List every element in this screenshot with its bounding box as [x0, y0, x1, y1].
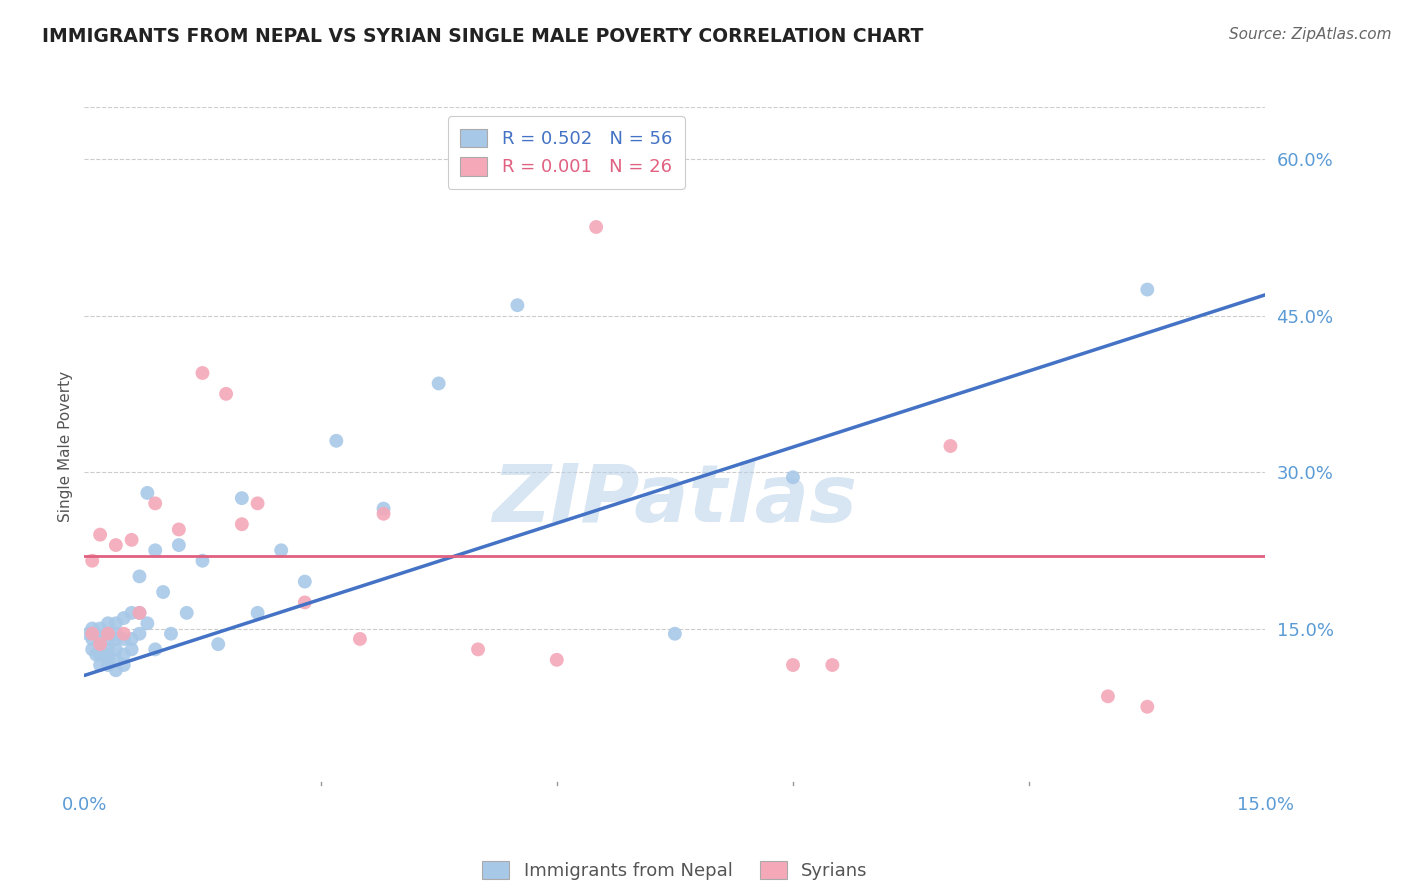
Point	[167, 523, 190, 537]
Point	[82, 642, 104, 657]
Point	[246, 606, 269, 620]
Legend: Immigrants from Nepal, Syrians: Immigrants from Nepal, Syrians	[470, 848, 880, 892]
Text: Source: ZipAtlas.com: Source: ZipAtlas.com	[1229, 27, 1392, 42]
Point	[939, 439, 962, 453]
Point	[82, 554, 104, 568]
Point	[89, 637, 111, 651]
Point	[97, 653, 120, 667]
Text: ZIPatlas: ZIPatlas	[492, 461, 858, 540]
Point	[89, 632, 111, 646]
Point	[97, 626, 120, 640]
Point	[89, 658, 111, 673]
Point	[128, 569, 150, 583]
Point	[121, 533, 143, 547]
Point	[167, 538, 190, 552]
Point	[82, 622, 104, 636]
Point	[104, 538, 127, 552]
Point	[82, 626, 104, 640]
Point	[128, 606, 150, 620]
Point	[89, 637, 111, 651]
Point	[191, 554, 214, 568]
Point	[89, 622, 111, 636]
Point	[782, 470, 804, 484]
Point	[467, 642, 489, 657]
Point	[585, 219, 607, 234]
Point	[104, 663, 127, 677]
Point	[136, 486, 159, 500]
Point	[231, 517, 253, 532]
Point	[325, 434, 347, 448]
Point	[121, 632, 143, 646]
Point	[104, 632, 127, 646]
Point	[294, 595, 316, 609]
Point	[77, 626, 100, 640]
Point	[136, 616, 159, 631]
Point	[152, 585, 174, 599]
Point	[89, 648, 111, 662]
Point	[97, 658, 120, 673]
Point	[82, 632, 104, 646]
Point	[546, 653, 568, 667]
Point	[104, 653, 127, 667]
Point	[821, 658, 844, 673]
Point	[104, 626, 127, 640]
Point	[349, 632, 371, 646]
Point	[160, 626, 183, 640]
Point	[207, 637, 229, 651]
Point	[294, 574, 316, 589]
Point	[143, 642, 166, 657]
Point	[97, 632, 120, 646]
Point	[373, 501, 395, 516]
Point	[89, 642, 111, 657]
Point	[427, 376, 450, 391]
Point	[176, 606, 198, 620]
Point	[84, 626, 107, 640]
Point	[191, 366, 214, 380]
Point	[373, 507, 395, 521]
Point	[89, 527, 111, 541]
Point	[112, 648, 135, 662]
Point	[97, 648, 120, 662]
Point	[128, 606, 150, 620]
Point	[112, 626, 135, 640]
Point	[782, 658, 804, 673]
Point	[128, 626, 150, 640]
Point	[270, 543, 292, 558]
Point	[112, 658, 135, 673]
Point	[84, 648, 107, 662]
Point	[1136, 283, 1159, 297]
Point	[104, 616, 127, 631]
Point	[97, 616, 120, 631]
Text: IMMIGRANTS FROM NEPAL VS SYRIAN SINGLE MALE POVERTY CORRELATION CHART: IMMIGRANTS FROM NEPAL VS SYRIAN SINGLE M…	[42, 27, 924, 45]
Point	[143, 543, 166, 558]
Y-axis label: Single Male Poverty: Single Male Poverty	[58, 370, 73, 522]
Point	[1097, 690, 1119, 704]
Point	[121, 606, 143, 620]
Point	[143, 496, 166, 510]
Point	[1136, 699, 1159, 714]
Point	[664, 626, 686, 640]
Point	[246, 496, 269, 510]
Point	[97, 642, 120, 657]
Point	[112, 611, 135, 625]
Point	[97, 626, 120, 640]
Point	[215, 387, 238, 401]
Point	[231, 491, 253, 505]
Point	[506, 298, 529, 312]
Point	[112, 632, 135, 646]
Point	[121, 642, 143, 657]
Point	[104, 642, 127, 657]
